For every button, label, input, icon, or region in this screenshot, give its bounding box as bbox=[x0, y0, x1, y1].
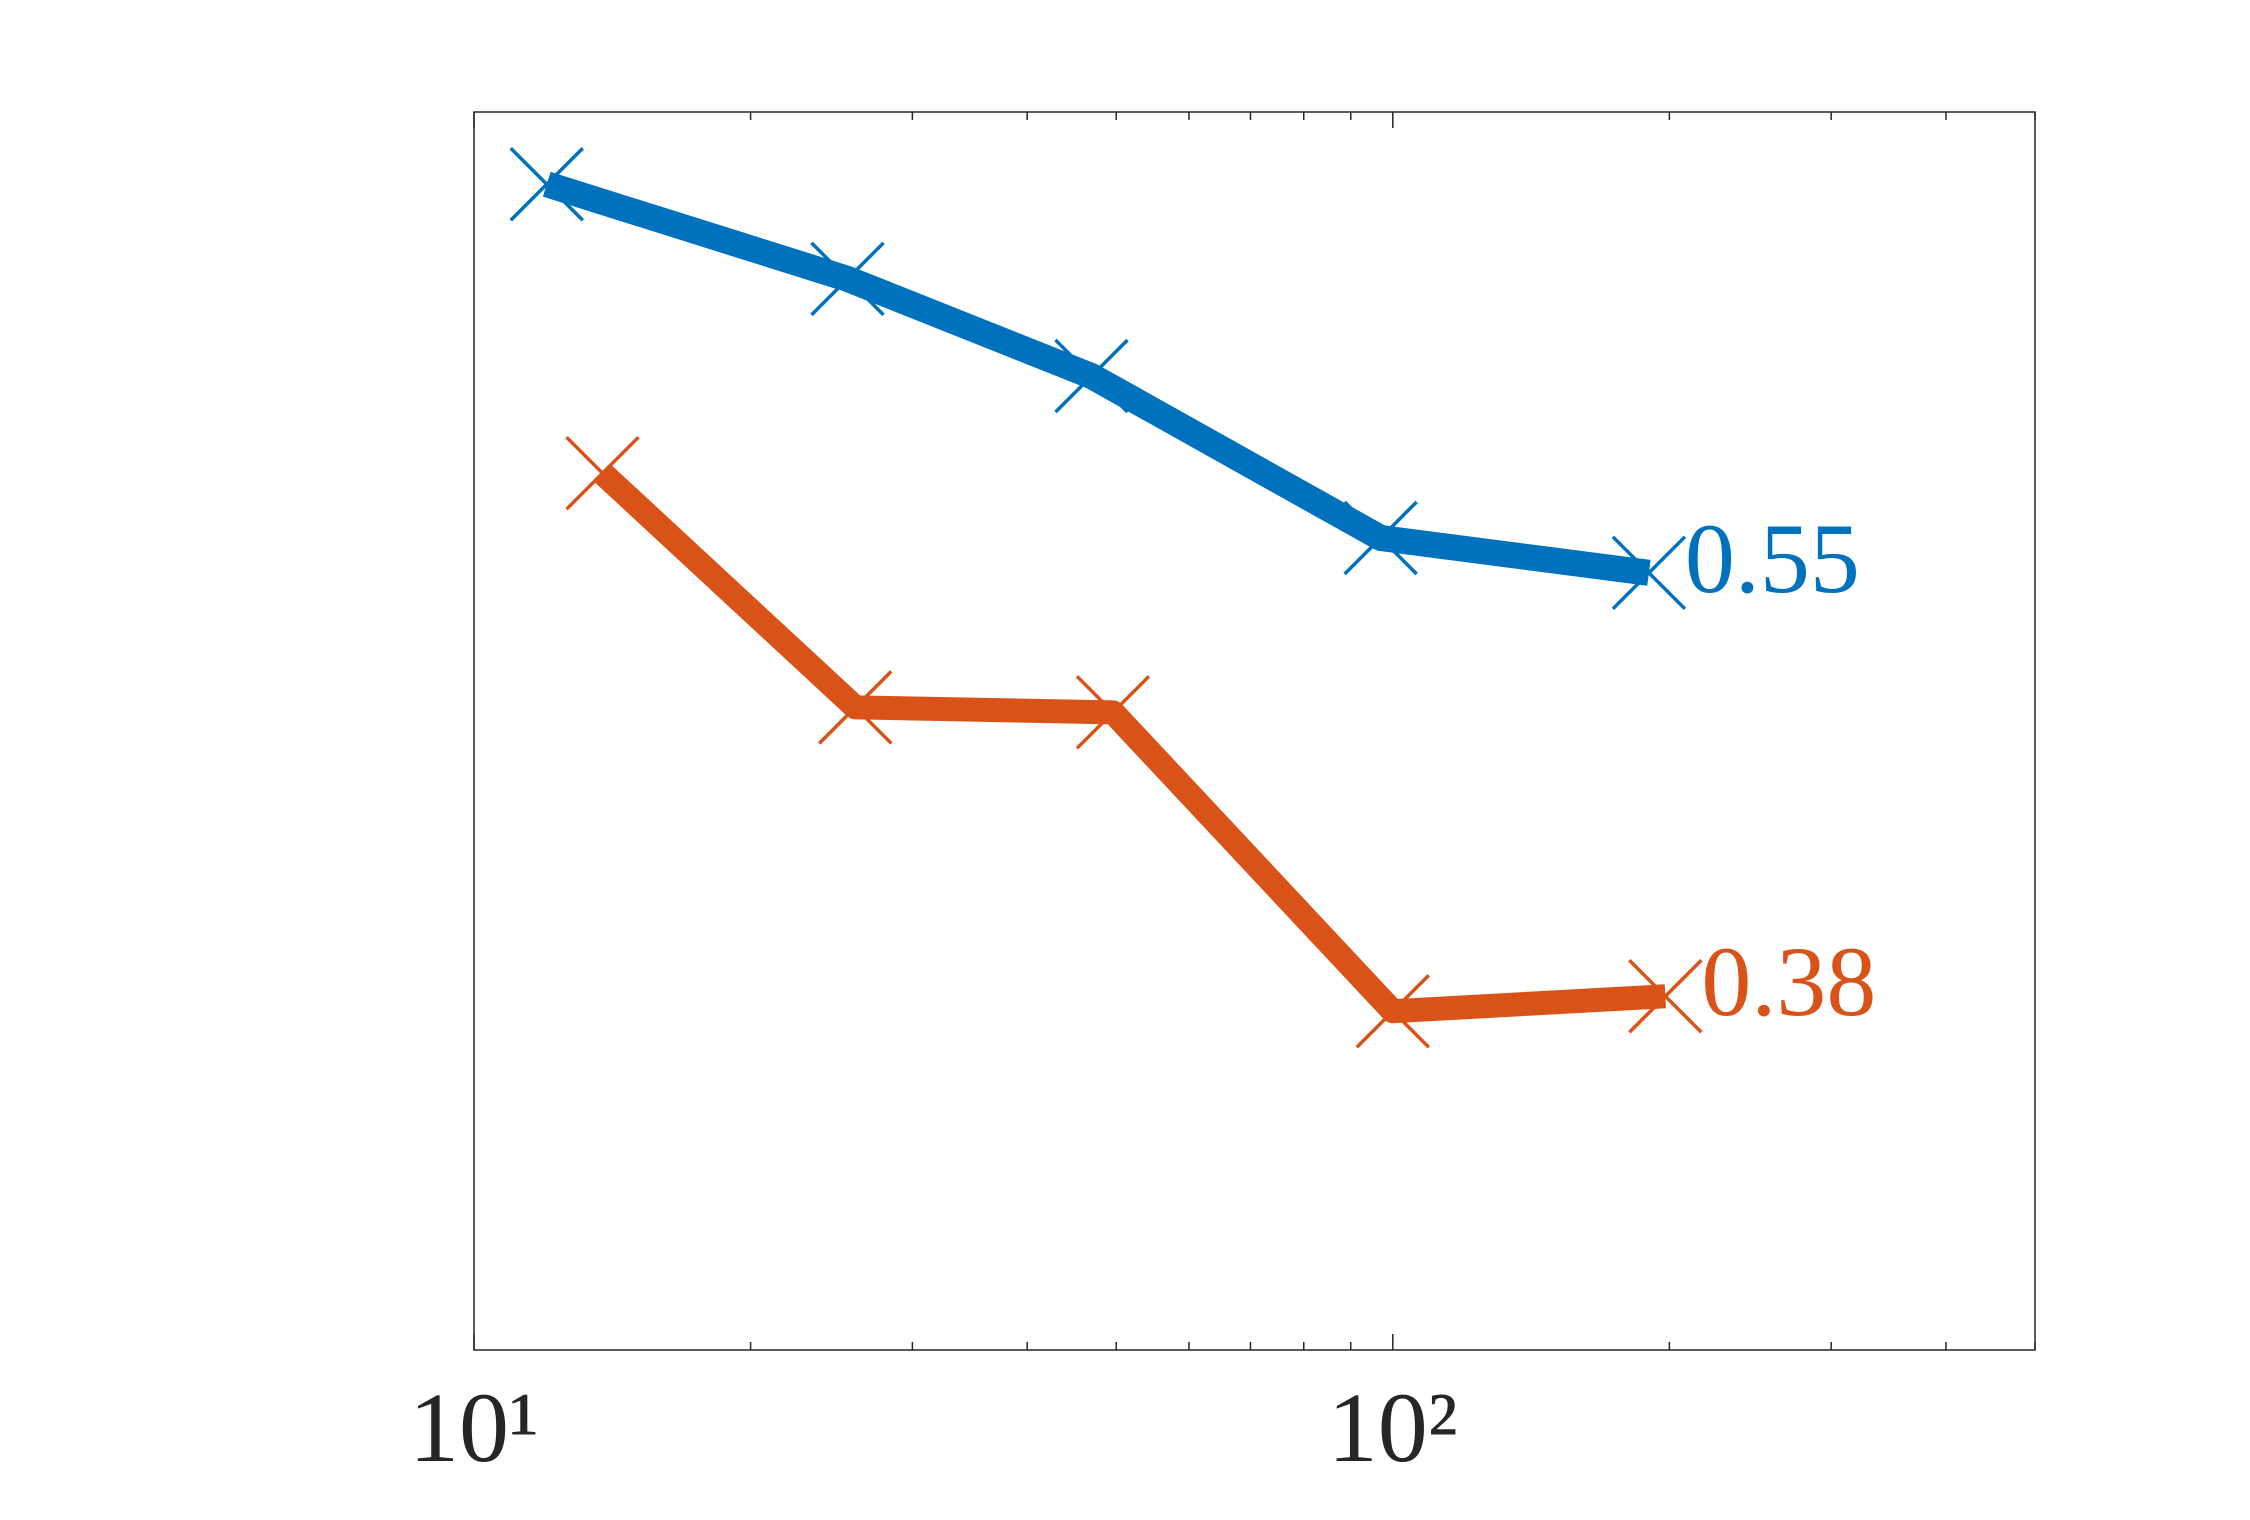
data-label: 0.38 bbox=[1701, 926, 1876, 1037]
marker bbox=[818, 670, 893, 745]
marker bbox=[1355, 973, 1431, 1049]
marker bbox=[1628, 959, 1703, 1034]
marker bbox=[1054, 338, 1129, 414]
marker bbox=[810, 241, 885, 317]
marker bbox=[1611, 535, 1687, 611]
marker bbox=[1075, 675, 1151, 750]
plot-area bbox=[473, 111, 2036, 1351]
marker bbox=[1343, 500, 1418, 576]
data-label: 0.55 bbox=[1685, 503, 1860, 614]
x-tick-label: 10² bbox=[1328, 1372, 1458, 1483]
marker bbox=[565, 435, 640, 511]
x-tick-label: 10¹ bbox=[409, 1372, 539, 1483]
marker bbox=[509, 146, 584, 222]
